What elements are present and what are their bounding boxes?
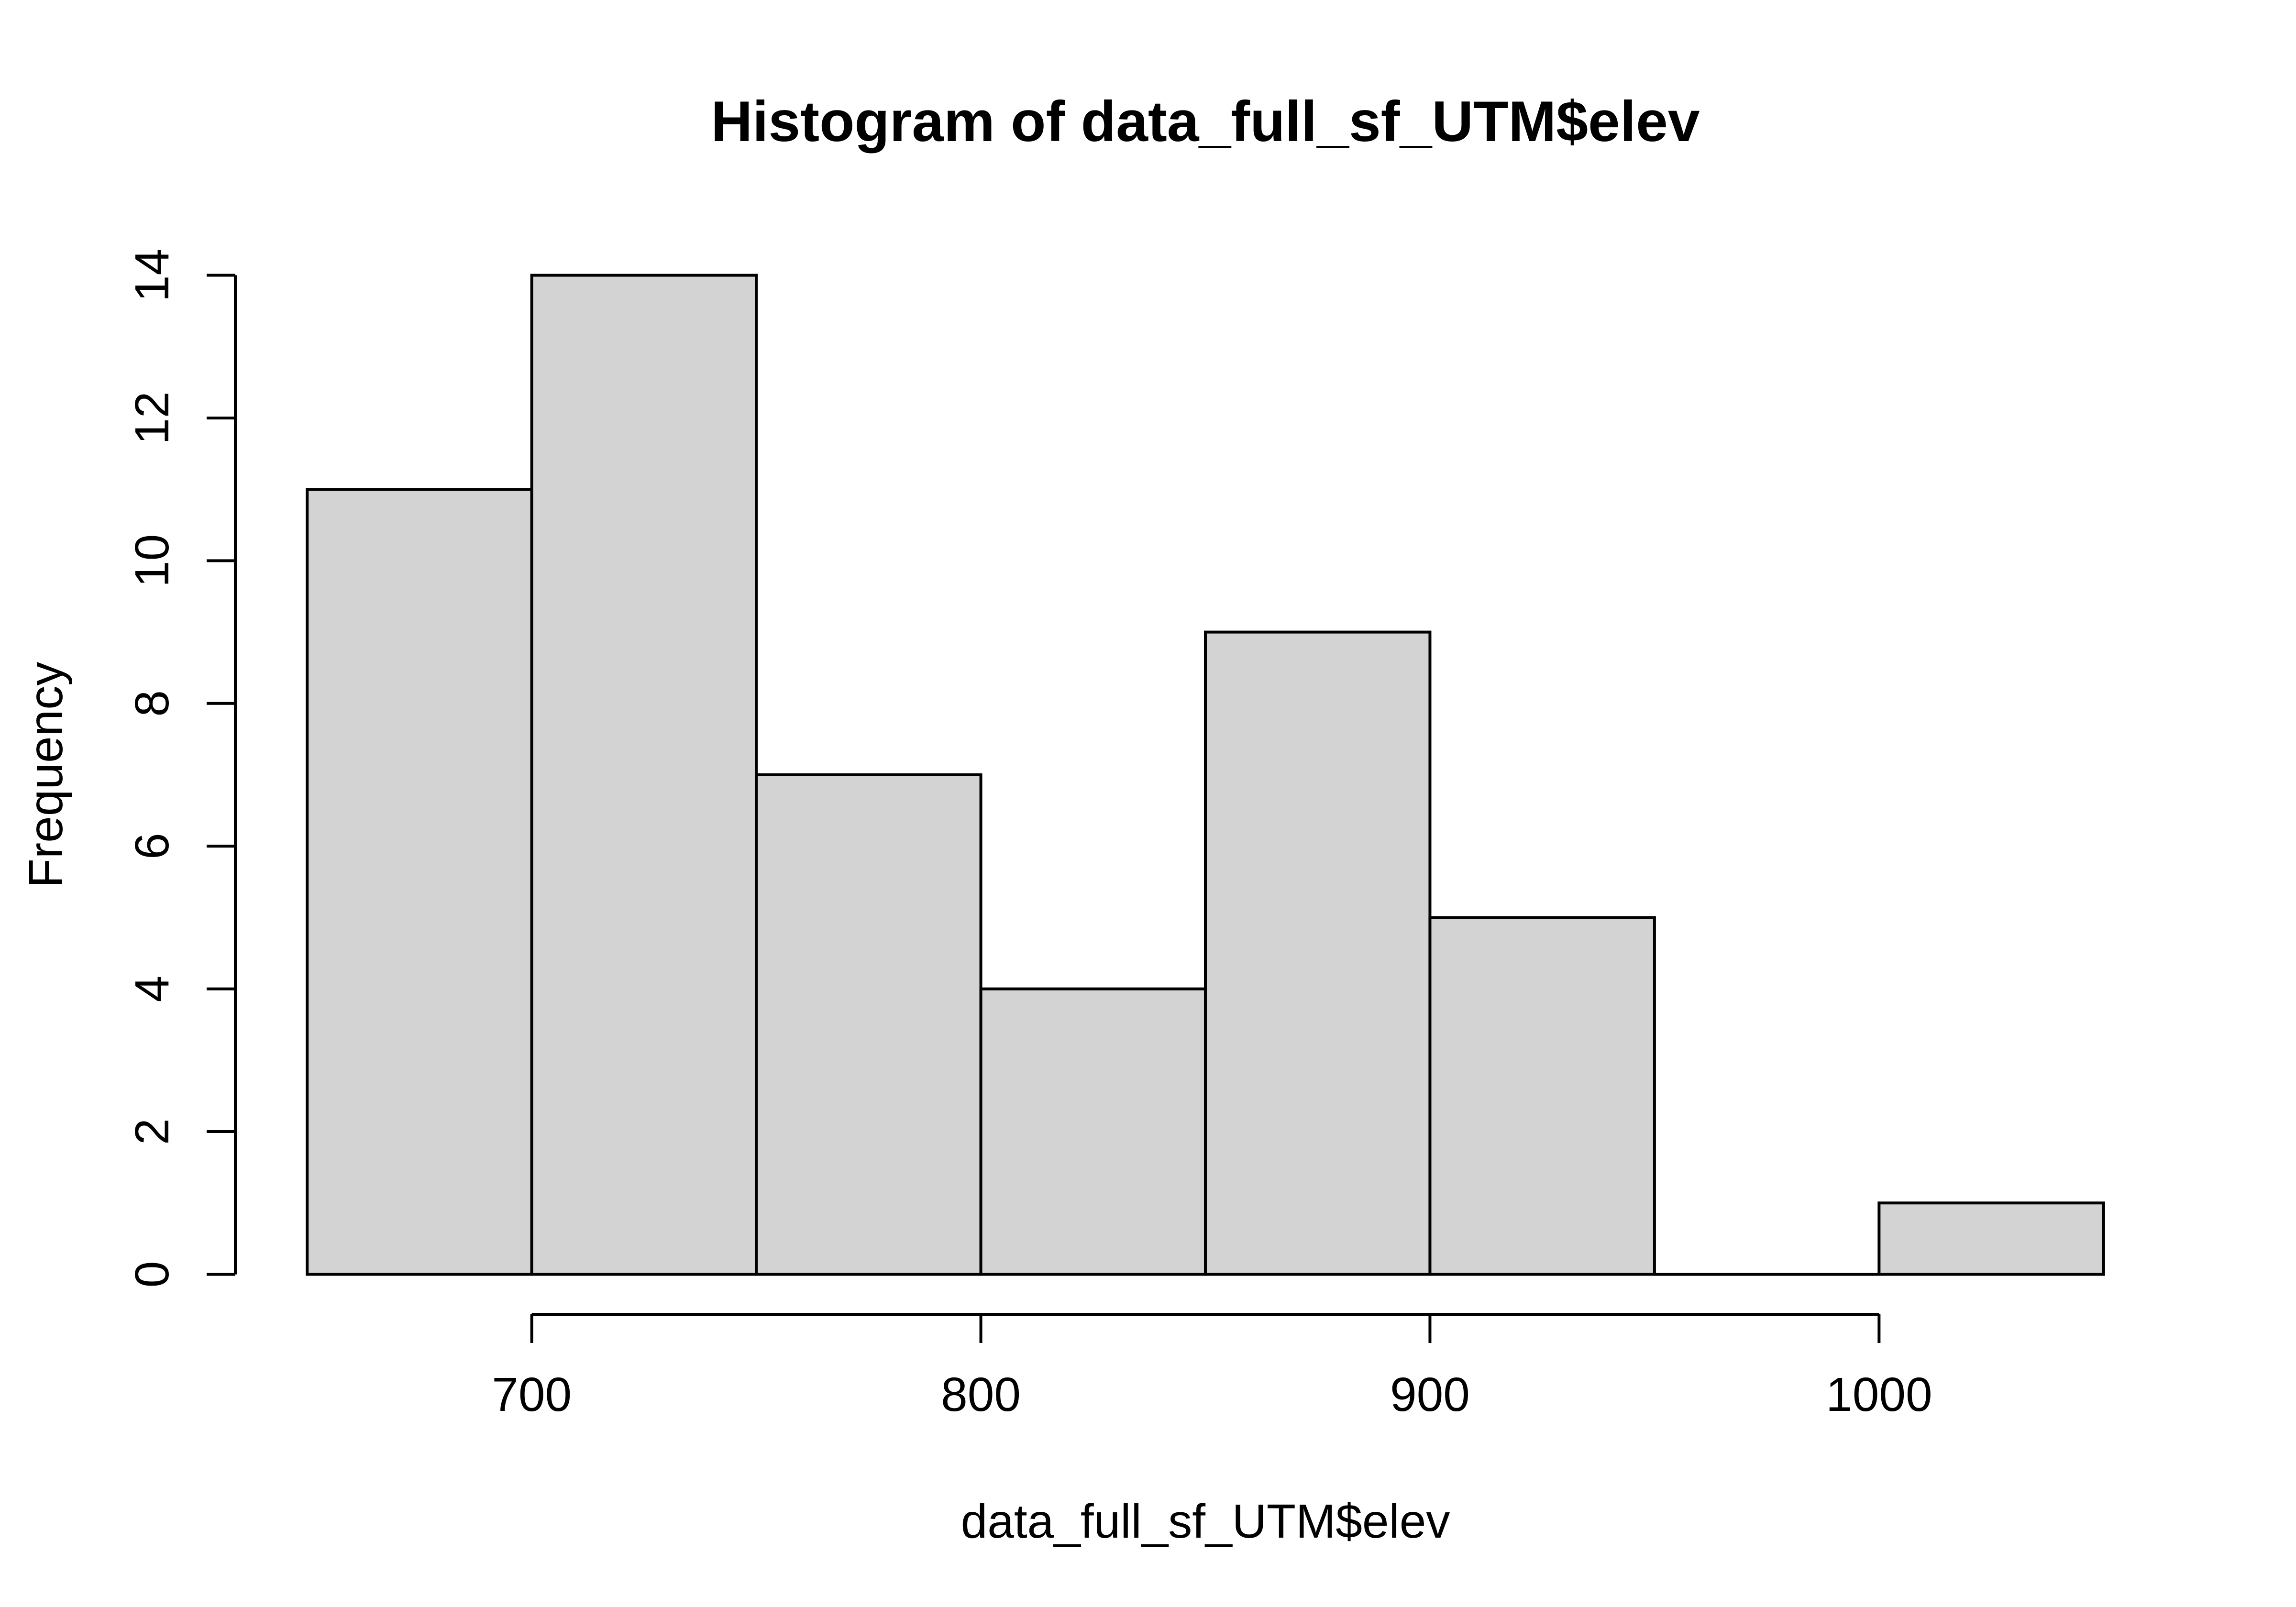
histogram-bar xyxy=(1204,630,1432,1276)
y-tick-label: 14 xyxy=(125,249,179,302)
histogram-bar xyxy=(979,987,1207,1276)
y-axis: 0 2 4 6 8 10 12 14 xyxy=(125,249,237,1288)
x-axis-title: data_full_sf_UTM$elev xyxy=(961,1495,1450,1548)
histogram-bar xyxy=(306,488,533,1276)
y-tick-label: 2 xyxy=(125,1118,179,1145)
x-tick-label: 800 xyxy=(941,1368,1021,1421)
y-tick-label: 8 xyxy=(125,690,179,717)
x-tick-label: 900 xyxy=(1390,1368,1470,1421)
histogram-bar xyxy=(755,773,982,1276)
y-tick-label: 6 xyxy=(125,833,179,859)
y-tick-label: 10 xyxy=(125,534,179,587)
x-tick-label: 700 xyxy=(492,1368,572,1421)
y-tick-label: 12 xyxy=(125,391,179,444)
y-axis-title: Frequency xyxy=(19,662,73,888)
y-tick-label: 4 xyxy=(125,976,179,1002)
x-axis: 700 800 900 1000 xyxy=(492,1313,1932,1421)
histogram-bar xyxy=(1877,1201,2105,1276)
y-tick-label: 0 xyxy=(125,1261,179,1288)
histogram-bar xyxy=(1428,916,1656,1276)
bars-group xyxy=(306,274,2105,1276)
chart-title: Histogram of data_full_sf_UTM$elev xyxy=(711,89,1700,154)
histogram-bar xyxy=(530,274,758,1276)
x-tick-label: 1000 xyxy=(1826,1368,1932,1421)
